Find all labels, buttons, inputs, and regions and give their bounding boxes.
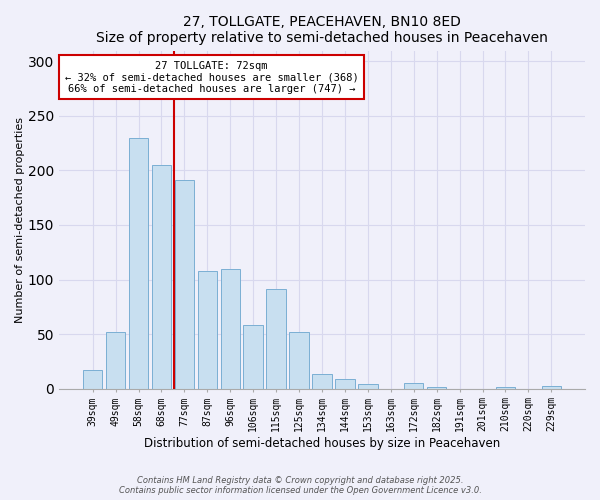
Bar <box>289 332 309 388</box>
Text: 27 TOLLGATE: 72sqm
← 32% of semi-detached houses are smaller (368)
66% of semi-d: 27 TOLLGATE: 72sqm ← 32% of semi-detache… <box>65 60 358 94</box>
Bar <box>358 384 377 388</box>
Text: Contains HM Land Registry data © Crown copyright and database right 2025.
Contai: Contains HM Land Registry data © Crown c… <box>119 476 481 495</box>
Bar <box>335 378 355 388</box>
Bar <box>197 271 217 388</box>
Bar <box>266 290 286 388</box>
X-axis label: Distribution of semi-detached houses by size in Peacehaven: Distribution of semi-detached houses by … <box>144 437 500 450</box>
Bar <box>542 386 561 388</box>
Y-axis label: Number of semi-detached properties: Number of semi-detached properties <box>15 116 25 322</box>
Bar <box>312 374 332 388</box>
Bar <box>244 326 263 388</box>
Bar <box>83 370 103 388</box>
Bar <box>106 332 125 388</box>
Bar <box>404 383 424 388</box>
Bar <box>152 165 171 388</box>
Bar <box>221 268 240 388</box>
Bar <box>175 180 194 388</box>
Bar <box>129 138 148 388</box>
Title: 27, TOLLGATE, PEACEHAVEN, BN10 8ED
Size of property relative to semi-detached ho: 27, TOLLGATE, PEACEHAVEN, BN10 8ED Size … <box>96 15 548 45</box>
